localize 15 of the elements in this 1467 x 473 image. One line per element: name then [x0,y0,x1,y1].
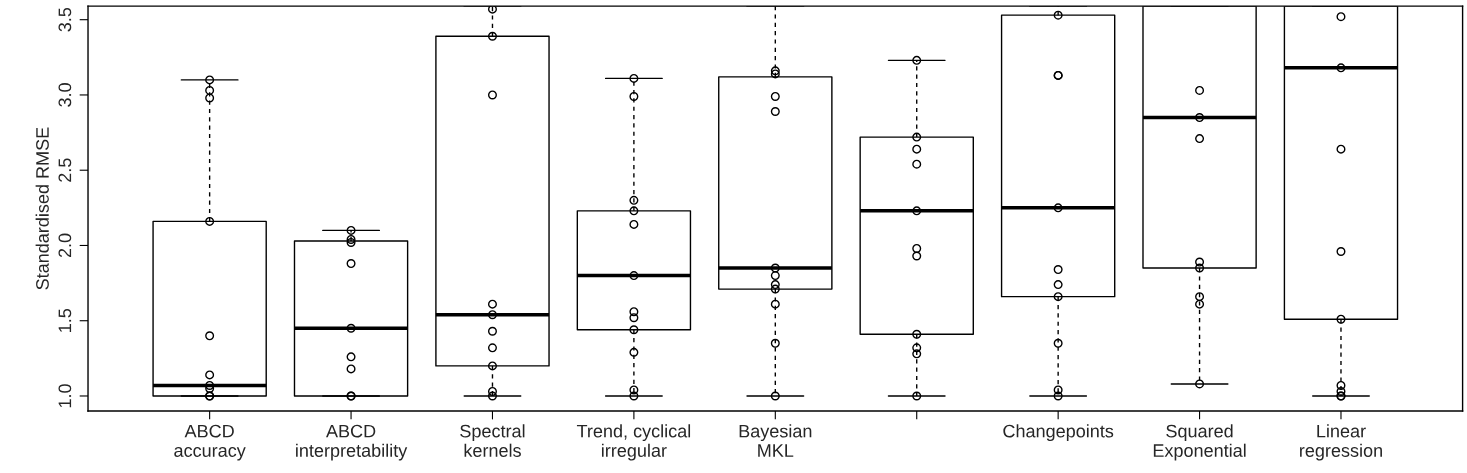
y-tick-label: 3.5 [58,7,72,32]
x-tick-label: Trend, cyclical irregular [576,424,691,461]
y-axis-title: Standardised RMSE [35,127,49,290]
x-tick-label: Squared Exponential [1153,424,1246,461]
x-tick-label: ABCD interpretability [296,424,408,461]
y-tick-label: 3.0 [58,83,72,107]
x-tick-label: Linear regression [1300,424,1382,461]
y-tick-label: 2.5 [58,158,72,182]
y-tick-label: 1.0 [58,384,72,408]
x-tick-label: ABCD accuracy [174,424,246,461]
x-tick-label: Bayesian MKL [739,424,812,457]
y-tick-label: 1.5 [58,308,72,332]
x-tick-label: Spectral kernels [460,424,525,457]
y-tick-label: 2.0 [58,233,72,258]
x-tick-label: Changepoints [1003,424,1114,442]
